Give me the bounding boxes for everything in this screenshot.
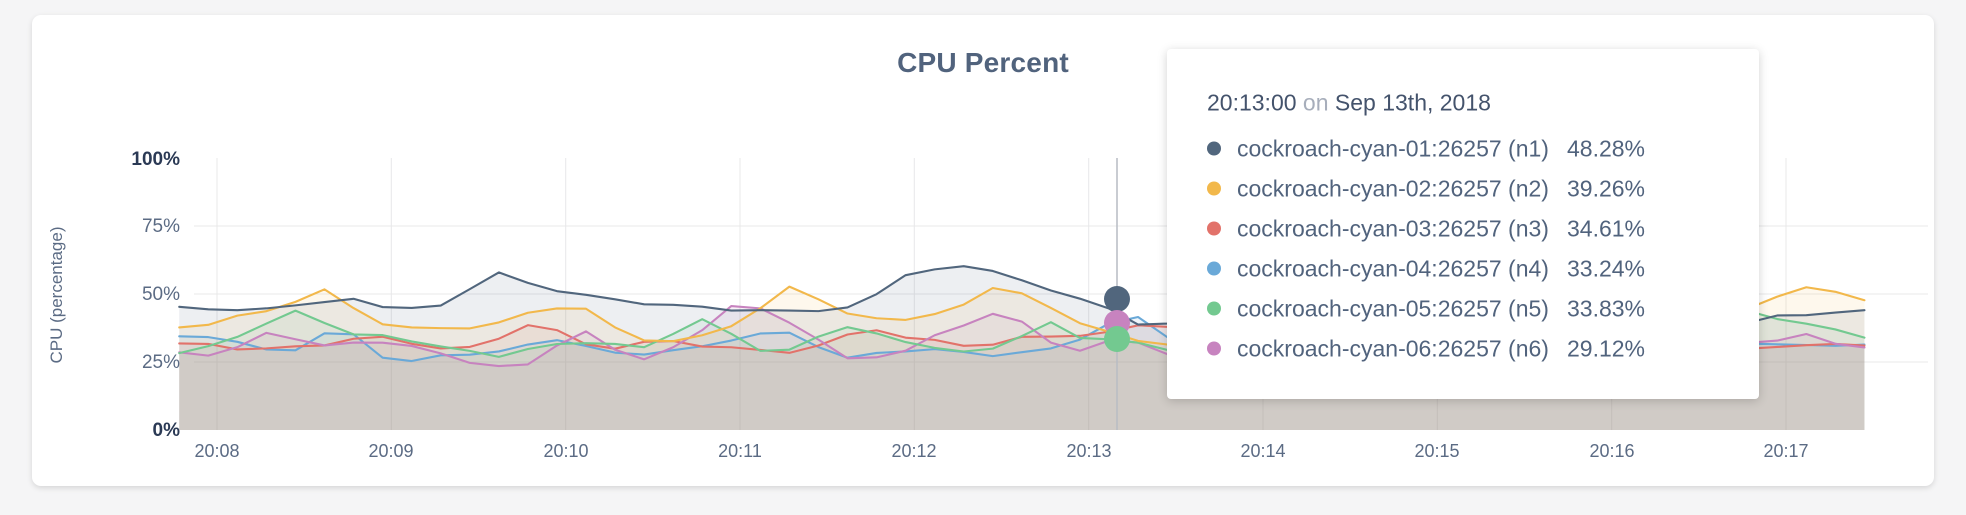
svg-text:20:12: 20:12 <box>891 441 936 461</box>
svg-text:20:09: 20:09 <box>368 441 413 461</box>
svg-text:20:15: 20:15 <box>1414 441 1459 461</box>
svg-text:0%: 0% <box>153 420 181 441</box>
svg-text:20:10: 20:10 <box>543 441 588 461</box>
svg-text:50%: 50% <box>142 284 180 305</box>
svg-text:20:16: 20:16 <box>1589 441 1634 461</box>
svg-text:75%: 75% <box>142 216 180 237</box>
svg-text:20:11: 20:11 <box>718 441 762 461</box>
svg-text:20:13: 20:13 <box>1066 441 1111 461</box>
svg-text:20:14: 20:14 <box>1240 441 1285 461</box>
svg-text:25%: 25% <box>142 352 180 373</box>
svg-text:100%: 100% <box>131 149 180 170</box>
svg-text:20:17: 20:17 <box>1763 441 1808 461</box>
svg-text:20:08: 20:08 <box>194 441 239 461</box>
